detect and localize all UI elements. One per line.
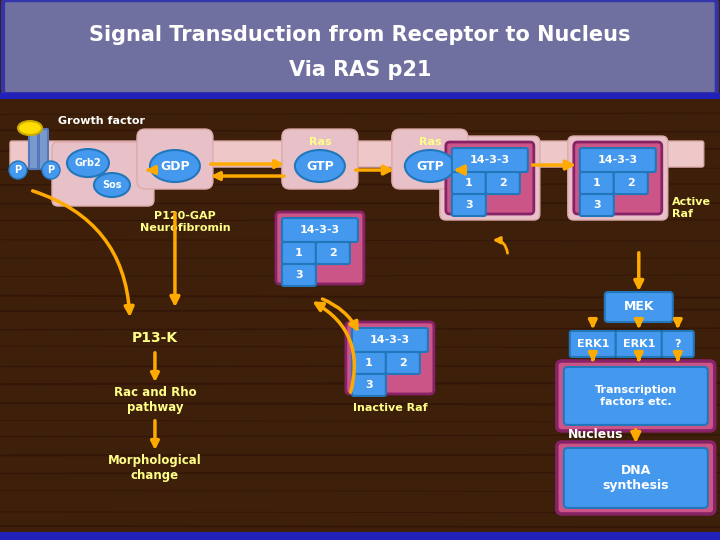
FancyBboxPatch shape bbox=[440, 136, 540, 220]
Text: 1: 1 bbox=[593, 178, 600, 188]
FancyBboxPatch shape bbox=[3, 0, 717, 94]
Text: Signal Transduction from Receptor to Nucleus: Signal Transduction from Receptor to Nuc… bbox=[89, 25, 631, 45]
Text: 1: 1 bbox=[365, 358, 373, 368]
FancyBboxPatch shape bbox=[137, 129, 213, 189]
FancyBboxPatch shape bbox=[568, 136, 667, 220]
Text: 14-3-3: 14-3-3 bbox=[300, 225, 340, 235]
Bar bbox=[0, 93, 720, 99]
FancyBboxPatch shape bbox=[580, 194, 613, 216]
FancyBboxPatch shape bbox=[352, 374, 386, 396]
Text: P: P bbox=[48, 165, 55, 175]
FancyBboxPatch shape bbox=[282, 218, 358, 242]
Text: 14-3-3: 14-3-3 bbox=[598, 155, 638, 165]
FancyBboxPatch shape bbox=[452, 194, 486, 216]
Text: P: P bbox=[14, 165, 22, 175]
Text: Rac and Rho
pathway: Rac and Rho pathway bbox=[114, 386, 197, 414]
FancyBboxPatch shape bbox=[662, 331, 694, 357]
Ellipse shape bbox=[67, 149, 109, 177]
FancyBboxPatch shape bbox=[282, 264, 316, 286]
FancyBboxPatch shape bbox=[386, 352, 420, 374]
Text: 3: 3 bbox=[465, 200, 472, 210]
FancyBboxPatch shape bbox=[452, 148, 528, 172]
Text: ?: ? bbox=[675, 339, 681, 349]
FancyBboxPatch shape bbox=[282, 129, 358, 189]
Text: 2: 2 bbox=[399, 358, 407, 368]
FancyBboxPatch shape bbox=[352, 328, 428, 352]
Text: Grb2: Grb2 bbox=[75, 158, 102, 168]
Circle shape bbox=[42, 161, 60, 179]
Text: 14-3-3: 14-3-3 bbox=[469, 155, 510, 165]
Ellipse shape bbox=[94, 173, 130, 197]
Text: 1: 1 bbox=[465, 178, 473, 188]
Text: 2: 2 bbox=[627, 178, 634, 188]
Circle shape bbox=[9, 161, 27, 179]
FancyBboxPatch shape bbox=[616, 331, 662, 357]
FancyBboxPatch shape bbox=[446, 142, 534, 214]
FancyBboxPatch shape bbox=[392, 129, 468, 189]
FancyBboxPatch shape bbox=[313, 130, 327, 148]
FancyBboxPatch shape bbox=[316, 242, 350, 264]
Bar bbox=[0, 96, 720, 540]
FancyBboxPatch shape bbox=[168, 130, 182, 148]
FancyBboxPatch shape bbox=[352, 352, 386, 374]
FancyBboxPatch shape bbox=[574, 142, 662, 214]
Text: 14-3-3: 14-3-3 bbox=[370, 335, 410, 345]
Ellipse shape bbox=[405, 150, 455, 182]
Text: 2: 2 bbox=[499, 178, 507, 188]
Text: Ras: Ras bbox=[418, 137, 441, 147]
Text: Active
Raf: Active Raf bbox=[672, 197, 711, 219]
Text: Via RAS p21: Via RAS p21 bbox=[289, 60, 431, 80]
FancyBboxPatch shape bbox=[276, 212, 364, 284]
FancyBboxPatch shape bbox=[423, 130, 437, 148]
Bar bbox=[0, 532, 720, 540]
Text: 2: 2 bbox=[329, 248, 337, 258]
Ellipse shape bbox=[295, 150, 345, 182]
Text: GTP: GTP bbox=[306, 159, 334, 173]
FancyBboxPatch shape bbox=[570, 331, 616, 357]
Text: DNA
synthesis: DNA synthesis bbox=[603, 464, 669, 492]
Text: GTP: GTP bbox=[416, 159, 444, 173]
Text: ERK1: ERK1 bbox=[623, 339, 655, 349]
FancyBboxPatch shape bbox=[580, 172, 613, 194]
Ellipse shape bbox=[150, 150, 200, 182]
Text: Transcription
factors etc.: Transcription factors etc. bbox=[595, 385, 677, 407]
Text: Sos: Sos bbox=[102, 180, 122, 190]
FancyBboxPatch shape bbox=[346, 322, 434, 394]
FancyBboxPatch shape bbox=[557, 442, 715, 514]
FancyBboxPatch shape bbox=[52, 142, 154, 206]
FancyBboxPatch shape bbox=[10, 141, 703, 167]
Text: Inactive Raf: Inactive Raf bbox=[353, 403, 427, 413]
FancyBboxPatch shape bbox=[557, 361, 715, 431]
Text: P120-GAP
Neurofibromin: P120-GAP Neurofibromin bbox=[140, 211, 230, 233]
FancyBboxPatch shape bbox=[564, 448, 708, 508]
Text: Growth factor: Growth factor bbox=[58, 116, 145, 126]
FancyBboxPatch shape bbox=[486, 172, 520, 194]
Ellipse shape bbox=[18, 121, 42, 135]
Text: ERK1: ERK1 bbox=[577, 339, 609, 349]
FancyBboxPatch shape bbox=[564, 367, 708, 425]
FancyBboxPatch shape bbox=[282, 242, 316, 264]
FancyBboxPatch shape bbox=[39, 129, 48, 169]
FancyBboxPatch shape bbox=[580, 148, 656, 172]
Text: 1: 1 bbox=[295, 248, 303, 258]
FancyBboxPatch shape bbox=[29, 129, 38, 169]
FancyBboxPatch shape bbox=[613, 172, 648, 194]
Text: P13-K: P13-K bbox=[132, 331, 178, 345]
Text: Nucleus: Nucleus bbox=[568, 428, 624, 441]
Text: 3: 3 bbox=[593, 200, 600, 210]
FancyBboxPatch shape bbox=[605, 292, 672, 322]
Text: Morphological
change: Morphological change bbox=[108, 454, 202, 482]
Text: 3: 3 bbox=[295, 270, 302, 280]
Text: GDP: GDP bbox=[160, 159, 190, 173]
FancyBboxPatch shape bbox=[452, 172, 486, 194]
Text: Ras: Ras bbox=[309, 137, 331, 147]
Text: MEK: MEK bbox=[624, 300, 654, 314]
Text: 3: 3 bbox=[365, 380, 373, 390]
